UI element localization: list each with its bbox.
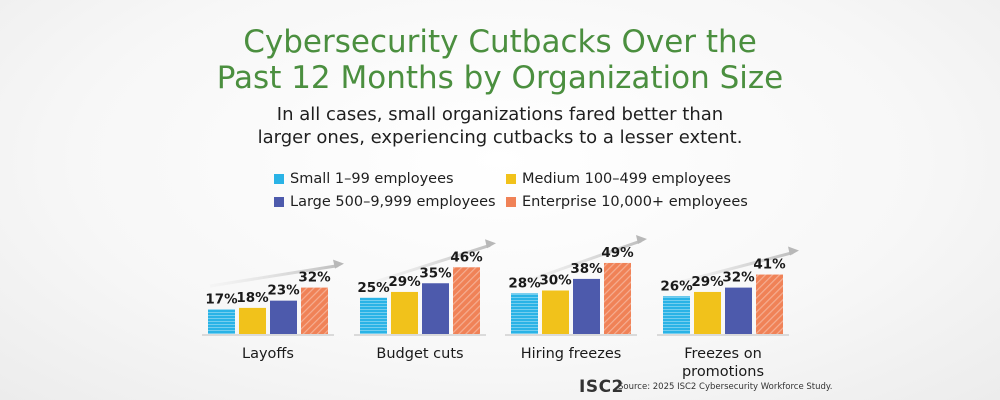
category-label-3-line-1: promotions: [682, 364, 764, 380]
data-label-large-1: 35%: [419, 265, 452, 281]
data-label-enterprise-2: 49%: [601, 245, 634, 261]
chart-title-line-2: Past 12 Months by Organization Size: [216, 60, 784, 96]
category-label-0: Layoffs: [242, 346, 294, 362]
bar-large-2: [573, 278, 600, 334]
data-label-medium-0: 18%: [236, 290, 269, 306]
category-label-3-line-0: Freezes on: [684, 346, 762, 362]
data-label-small-3: 26%: [660, 278, 693, 294]
bar-group-3: 26%29%32%41% Freezes on promotions: [657, 246, 799, 380]
chart-subtitle: In all cases, small organizations fared …: [0, 103, 1000, 149]
data-label-large-2: 38%: [570, 261, 603, 277]
data-label-medium-2: 30%: [539, 273, 572, 289]
data-label-small-0: 17%: [205, 291, 238, 307]
trend-arrowhead-1: [485, 239, 496, 249]
trend-arrowhead-2: [636, 234, 647, 244]
chart-subtitle-line-1: In all cases, small organizations fared …: [276, 104, 724, 125]
bar-texture-enterprise-3: [756, 274, 783, 334]
data-label-enterprise-0: 32%: [298, 270, 331, 286]
bar-texture-enterprise-2: [604, 262, 631, 334]
data-label-small-2: 28%: [508, 275, 541, 291]
trend-arrowhead-0: [333, 259, 344, 269]
data-label-medium-3: 29%: [691, 274, 724, 290]
data-label-large-3: 32%: [722, 270, 755, 286]
trend-arrow-3: [664, 251, 794, 288]
trend-arrow-2: [512, 239, 642, 288]
chart-subtitle-line-2: larger ones, experiencing cutbacks to a …: [257, 127, 743, 148]
data-label-medium-1: 29%: [388, 274, 421, 290]
bar-medium-3: [694, 291, 721, 334]
bar-group-0: 17%18%23%32% Layoffs: [202, 259, 344, 362]
bar-texture-small-3: [663, 296, 690, 334]
bar-large-3: [725, 287, 752, 334]
bar-texture-small-2: [511, 293, 538, 334]
bar-texture-enterprise-1: [453, 267, 480, 334]
bar-large-1: [422, 283, 449, 334]
data-label-enterprise-3: 41%: [753, 257, 786, 273]
bar-texture-small-0: [208, 309, 235, 334]
bar-medium-1: [391, 291, 418, 334]
bar-group-1: 25%29%35%46% Budget cuts: [354, 239, 496, 362]
bar-medium-0: [239, 307, 266, 334]
bar-texture-small-1: [360, 297, 387, 334]
source-note: Source: 2025 ISC2 Cybersecurity Workforc…: [618, 382, 833, 392]
data-label-large-0: 23%: [267, 283, 300, 299]
bar-large-0: [270, 300, 297, 334]
category-label-1: Budget cuts: [376, 346, 463, 362]
chart-title: Cybersecurity Cutbacks Over the Past 12 …: [0, 24, 1000, 96]
trend-arrowhead-3: [788, 246, 799, 256]
trend-arrow-0: [209, 264, 339, 288]
bar-texture-enterprise-0: [301, 287, 328, 334]
trend-arrow-1: [361, 243, 491, 288]
isc2-logo: ISC2: [579, 377, 624, 397]
data-label-small-1: 25%: [357, 280, 390, 296]
chart-title-line-1: Cybersecurity Cutbacks Over the: [243, 24, 757, 60]
bar-group-2: 28%30%38%49% Hiring freezes: [505, 234, 647, 362]
category-label-2: Hiring freezes: [521, 346, 622, 362]
data-label-enterprise-1: 46%: [450, 249, 483, 265]
bar-medium-2: [542, 290, 569, 334]
